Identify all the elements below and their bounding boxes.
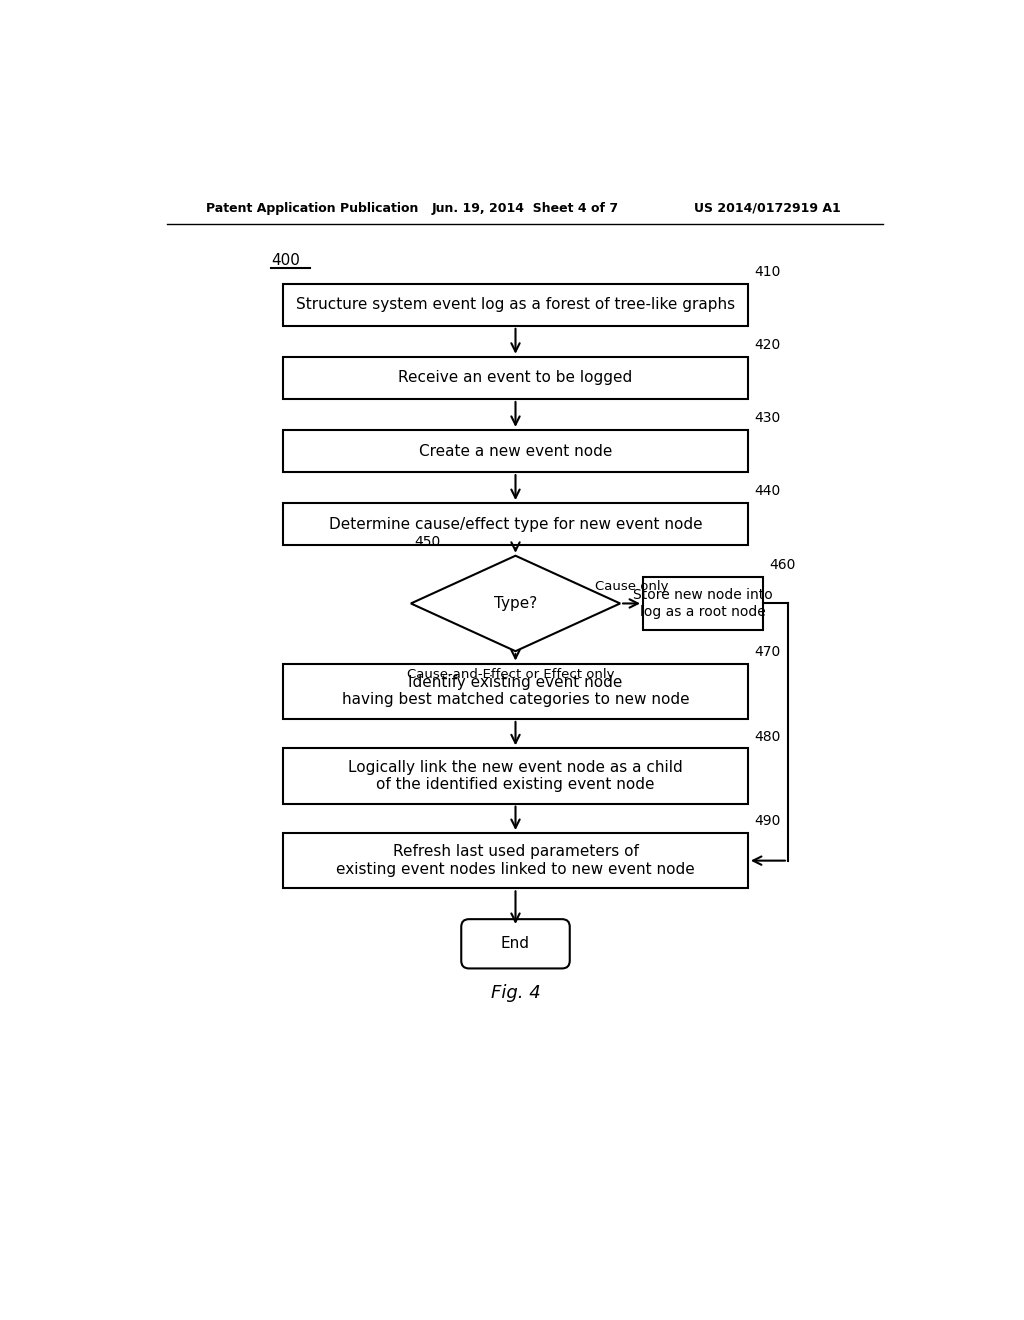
Text: End: End xyxy=(501,936,530,952)
Text: Create a new event node: Create a new event node xyxy=(419,444,612,458)
Text: Store new node into
log as a root node: Store new node into log as a root node xyxy=(633,589,773,619)
FancyBboxPatch shape xyxy=(283,284,748,326)
Text: Logically link the new event node as a child
of the identified existing event no: Logically link the new event node as a c… xyxy=(348,760,683,792)
Text: Structure system event log as a forest of tree-like graphs: Structure system event log as a forest o… xyxy=(296,297,735,313)
Polygon shape xyxy=(411,556,621,651)
Text: Determine cause/effect type for new event node: Determine cause/effect type for new even… xyxy=(329,516,702,532)
Text: Cause-and-Effect or Effect only: Cause-and-Effect or Effect only xyxy=(407,668,614,681)
Text: 470: 470 xyxy=(755,645,780,659)
Text: Fig. 4: Fig. 4 xyxy=(490,983,541,1002)
Text: Patent Application Publication: Patent Application Publication xyxy=(206,202,418,215)
Text: 410: 410 xyxy=(755,265,780,279)
Text: 460: 460 xyxy=(769,558,796,572)
Text: Receive an event to be logged: Receive an event to be logged xyxy=(398,371,633,385)
Text: 420: 420 xyxy=(755,338,780,352)
Text: 430: 430 xyxy=(755,412,780,425)
Text: Identify existing event node
having best matched categories to new node: Identify existing event node having best… xyxy=(342,675,689,708)
FancyBboxPatch shape xyxy=(283,748,748,804)
FancyBboxPatch shape xyxy=(461,919,569,969)
Text: 400: 400 xyxy=(271,252,300,268)
FancyBboxPatch shape xyxy=(283,833,748,888)
FancyBboxPatch shape xyxy=(283,503,748,545)
Text: 440: 440 xyxy=(755,484,780,499)
FancyBboxPatch shape xyxy=(283,430,748,473)
Text: 450: 450 xyxy=(415,535,441,549)
Text: 490: 490 xyxy=(755,814,780,829)
Text: Jun. 19, 2014  Sheet 4 of 7: Jun. 19, 2014 Sheet 4 of 7 xyxy=(431,202,618,215)
FancyBboxPatch shape xyxy=(283,356,748,399)
FancyBboxPatch shape xyxy=(283,664,748,719)
Text: Cause only: Cause only xyxy=(595,581,669,594)
Text: US 2014/0172919 A1: US 2014/0172919 A1 xyxy=(694,202,841,215)
FancyBboxPatch shape xyxy=(643,577,763,631)
Text: Type?: Type? xyxy=(494,595,538,611)
Text: 480: 480 xyxy=(755,730,780,743)
Text: Refresh last used parameters of
existing event nodes linked to new event node: Refresh last used parameters of existing… xyxy=(336,845,695,876)
